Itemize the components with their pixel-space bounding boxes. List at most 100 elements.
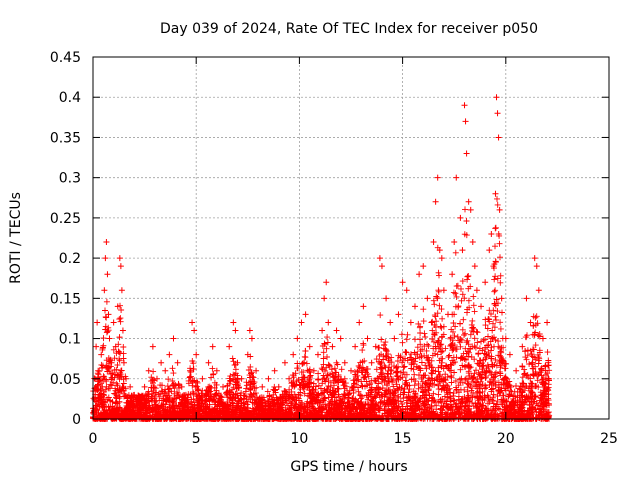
data-point [170, 335, 177, 342]
data-point [106, 335, 113, 342]
data-points [90, 94, 553, 422]
data-point [246, 327, 253, 334]
data-point [158, 359, 165, 366]
data-point [432, 198, 439, 205]
y-axis-ticks: 0 0.05 0.1 0.15 0.2 0.25 0.3 0.35 0.4 0.45 [50, 50, 609, 428]
data-point [209, 343, 216, 350]
data-point [248, 335, 255, 342]
data-point [473, 287, 480, 294]
data-point [271, 367, 278, 374]
data-point [449, 271, 456, 278]
data-point [420, 263, 427, 270]
data-point [471, 263, 478, 270]
data-point [286, 375, 293, 382]
y-tick-label: 0.25 [50, 211, 81, 227]
data-point [141, 383, 148, 390]
data-point [259, 383, 266, 390]
data-point [290, 351, 297, 358]
y-tick-label: 0.2 [59, 251, 81, 267]
data-point [98, 351, 105, 358]
y-tick-label: 0.45 [50, 50, 81, 66]
data-point [457, 214, 464, 221]
data-point [539, 335, 546, 342]
data-point [465, 198, 472, 205]
data-point [478, 303, 485, 310]
data-point [459, 247, 466, 254]
data-point [220, 383, 227, 390]
data-point [378, 263, 385, 270]
data-point [416, 271, 423, 278]
data-point [166, 351, 173, 358]
data-point [461, 102, 468, 109]
data-point [434, 174, 441, 181]
x-tick-label: 20 [497, 431, 515, 447]
data-point [467, 206, 474, 213]
data-point [496, 206, 503, 213]
data-point [226, 343, 233, 350]
data-point [149, 343, 156, 350]
data-point [321, 295, 328, 302]
data-point [368, 359, 375, 366]
data-point [403, 287, 410, 294]
data-point [498, 295, 505, 302]
x-tick-label: 10 [290, 431, 308, 447]
data-point [104, 271, 111, 278]
data-point [376, 255, 383, 262]
data-point [199, 375, 206, 382]
data-point [395, 311, 402, 318]
y-tick-label: 0.3 [59, 171, 81, 187]
x-tick-label: 0 [89, 431, 98, 447]
data-point [232, 327, 239, 334]
data-point [319, 327, 326, 334]
data-point [265, 375, 272, 382]
data-point [281, 359, 288, 366]
data-point [407, 319, 414, 326]
x-axis-ticks: 0 5 10 15 20 25 [89, 57, 618, 447]
data-point [253, 367, 260, 374]
data-point [486, 247, 493, 254]
x-axis-label: GPS time / hours [290, 459, 407, 475]
data-point [337, 335, 344, 342]
data-point [364, 335, 371, 342]
data-point [213, 367, 220, 374]
data-point [523, 295, 530, 302]
data-point [325, 319, 332, 326]
data-point [495, 134, 502, 141]
data-point [118, 287, 125, 294]
data-point [348, 367, 354, 374]
data-point [513, 367, 520, 374]
data-point [101, 287, 108, 294]
data-point [230, 319, 237, 326]
data-point [117, 263, 124, 270]
data-point [440, 287, 447, 294]
data-point [360, 303, 367, 310]
data-point [294, 335, 301, 342]
data-point [356, 319, 363, 326]
data-point [94, 319, 101, 326]
data-point [119, 327, 126, 334]
y-tick-label: 0.1 [59, 332, 81, 348]
data-point [127, 383, 134, 390]
data-point [424, 295, 431, 302]
y-tick-label: 0.15 [50, 291, 81, 307]
data-point [533, 263, 540, 270]
data-point [463, 150, 470, 157]
data-point [492, 190, 499, 197]
data-point [453, 174, 460, 181]
grid-lines [93, 57, 609, 419]
data-point [535, 287, 542, 294]
data-point [544, 319, 551, 326]
data-point [494, 110, 501, 117]
y-tick-label: 0 [72, 412, 81, 428]
data-point [162, 367, 169, 374]
data-point [298, 319, 305, 326]
data-point [430, 239, 437, 246]
data-point [399, 279, 406, 286]
y-tick-label: 0.4 [59, 90, 81, 106]
data-point [189, 319, 196, 326]
data-point [411, 303, 418, 310]
data-point [205, 359, 212, 366]
data-point [116, 255, 123, 262]
data-point [102, 255, 109, 262]
